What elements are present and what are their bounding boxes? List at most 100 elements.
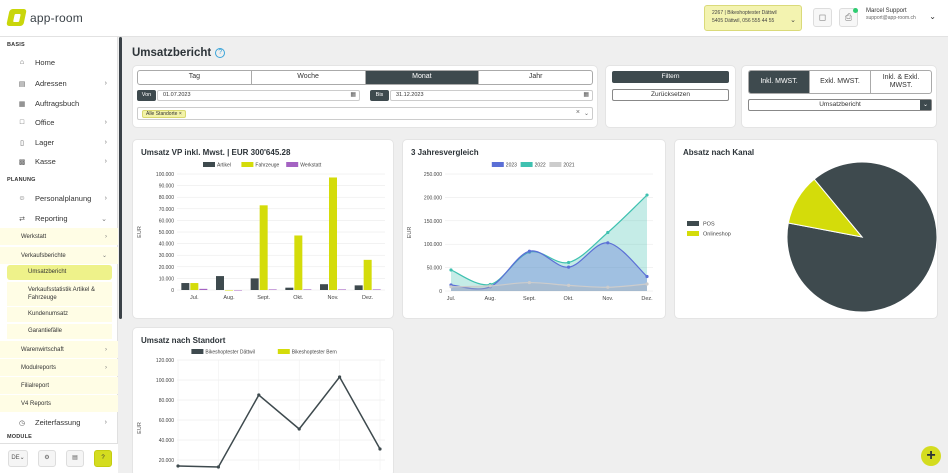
tab-inkl-exkl-mwst[interactable]: Inkl. & Exkl. MWST. <box>870 71 931 93</box>
help-button[interactable]: ? <box>94 450 112 467</box>
y-tick-label: 60.000 <box>159 418 175 424</box>
tab-monat[interactable]: Monat <box>364 71 479 84</box>
filter-button[interactable]: Filtern <box>612 71 729 83</box>
tab-exkl-mwst[interactable]: Exkl. MWST. <box>809 71 870 93</box>
clear-icon[interactable]: × <box>575 109 580 116</box>
y-tick-label: 90.000 <box>159 184 175 190</box>
section-planung: PLANUNG <box>7 177 36 183</box>
reset-button[interactable]: Zurücksetzen <box>612 89 729 101</box>
sidebar-item-label: Personalplanung <box>35 194 92 203</box>
language-select[interactable]: DE⌄ <box>8 450 28 467</box>
chart-title: 3 Jahresvergleich <box>411 148 479 157</box>
bar <box>354 285 363 290</box>
printer-button[interactable]: ⎙ <box>839 8 858 27</box>
year-comparison-chart: 2023 2022 2021 0 50.000 100.000 150.000 200.000… <box>407 162 653 302</box>
tab-inkl-mwst[interactable]: Inkl. MWST. <box>749 71 809 93</box>
data-point <box>488 284 492 288</box>
bar <box>320 284 328 290</box>
logo-icon <box>6 9 27 26</box>
chevron-down-icon: ⌄ <box>920 100 931 110</box>
settings-button[interactable]: ⚙ <box>38 450 56 467</box>
sidebar-item-zeiterfassung[interactable]: ◷ Zeiterfassung › <box>0 413 118 432</box>
warehouse-icon: ▯ <box>20 139 24 147</box>
help-circle-icon[interactable]: ? <box>215 48 226 58</box>
sidebar-scrollbar[interactable] <box>119 37 122 319</box>
sidebar-item-office[interactable]: □ Office › <box>0 113 118 132</box>
x-tick-label: Sept. <box>257 295 270 301</box>
legend-label: Fahrzeuge <box>255 163 279 169</box>
bar <box>294 235 303 290</box>
legend-swatch <box>491 162 504 167</box>
user-menu[interactable]: Marcel Support support@app-room.ch ⌄ <box>866 7 940 29</box>
calendar-icon[interactable]: ▦ <box>583 92 589 98</box>
y-tick-label: 150.000 <box>424 219 442 225</box>
sidebar-item-label: Adressen <box>35 79 67 88</box>
add-button[interactable]: + <box>921 446 941 466</box>
y-tick-label: 0 <box>171 288 174 294</box>
sidebar-item-kasse[interactable]: ▩ Kasse › <box>0 152 118 171</box>
sidebar-subitem-warenwirtschaft[interactable]: Warenwirtschaft › <box>0 341 118 358</box>
gear-icon: ⚙ <box>44 455 50 461</box>
sidebar-subitem-v4-reports[interactable]: V4 Reports <box>0 395 118 412</box>
legend-label: Bikeshoptester Bern <box>292 350 337 356</box>
branch-selector[interactable]: 2267 | Bikeshoptester Dättwil 5405 Dättw… <box>704 5 802 31</box>
chat-button[interactable]: ▤ <box>66 450 84 467</box>
calendar-icon[interactable]: ▦ <box>350 92 356 98</box>
tab-jahr[interactable]: Jahr <box>478 71 592 84</box>
data-point <box>378 447 382 451</box>
location-tag[interactable]: Alle Standorte × <box>142 110 186 118</box>
sidebar-item-home[interactable]: ⌂ Home <box>0 53 118 72</box>
y-tick-label: 20.000 <box>159 458 175 464</box>
area-fill <box>451 282 647 291</box>
sidebar-subitem-kundenumsatz[interactable]: Kundenumsatz <box>7 307 112 322</box>
sidebar-subitem-label: Filialreport <box>21 382 50 389</box>
sidebar-subitem-modulreports[interactable]: Modulreports › <box>0 359 118 376</box>
tag-remove-icon[interactable]: × <box>178 111 182 117</box>
from-date-input[interactable]: 01.07.2023 ▦ <box>157 90 360 101</box>
legend-swatch <box>191 349 204 354</box>
bar <box>259 205 268 290</box>
sidebar-item-personalplanung[interactable]: ☺ Personalplanung › <box>0 189 118 208</box>
sidebar-subitem-garantiefaelle[interactable]: Garantiefälle <box>7 324 112 339</box>
sidebar-item-auftragsbuch[interactable]: ▦ Auftragsbuch <box>0 94 118 113</box>
chevron-down-icon: ⌄ <box>929 12 936 21</box>
top-bar: app‑room 2267 | Bikeshoptester Dättwil 5… <box>0 0 948 37</box>
chevron-right-icon: › <box>104 195 107 202</box>
legend-label: 2021 <box>563 163 574 169</box>
sidebar-subitem-filialreport[interactable]: Filialreport <box>0 377 118 394</box>
user-name: Marcel Support <box>866 8 907 14</box>
address-book-icon: ▤ <box>18 80 26 88</box>
sidebar-item-reporting[interactable]: ⇄ Reporting ⌄ <box>0 209 118 228</box>
data-point <box>449 285 453 289</box>
sidebar-item-adressen[interactable]: ▤ Adressen › <box>0 74 118 93</box>
sidebar-item-label: Home <box>35 58 56 67</box>
report-select[interactable]: Umsatzbericht ⌄ <box>748 99 932 111</box>
tab-woche[interactable]: Woche <box>250 71 365 84</box>
sidebar-item-label: Office <box>35 118 55 127</box>
sidebar-subitem-verkaufsstatistik[interactable]: Verkaufsstatistik Artikel & Fahrzeuge <box>7 282 112 306</box>
sidebar-item-lager[interactable]: ▯ Lager › <box>0 133 118 152</box>
bar <box>338 289 346 290</box>
sidebar-subitem-umsatzbericht[interactable]: Umsatzbericht <box>7 265 112 280</box>
x-tick-label: Dez. <box>362 295 374 301</box>
x-tick-label: Okt. <box>564 296 575 302</box>
notifications-button[interactable]: ◻ <box>813 8 832 27</box>
chevron-down-icon[interactable]: ⌄ <box>583 111 589 117</box>
filter-card: Tag Woche Monat Jahr Von 01.07.2023 ▦ Bi… <box>132 65 598 128</box>
bar <box>372 289 381 290</box>
sidebar-subitem-werkstatt[interactable]: Werkstatt › <box>0 228 118 245</box>
app-logo[interactable]: app‑room <box>6 9 83 26</box>
sidebar-subitem-verkaufsberichte[interactable]: Verkaufsberichte ⌄ <box>0 247 118 264</box>
y-tick-label: 60.000 <box>159 218 175 224</box>
legend-label: POS <box>703 222 715 228</box>
bell-icon: ◻ <box>818 12 827 22</box>
location-line-chart: Bikeshoptester Dättwil Bikeshoptester Ber… <box>137 349 385 470</box>
calendar-icon: ▦ <box>18 100 26 108</box>
to-date-input[interactable]: 31.12.2023 ▦ <box>390 90 593 101</box>
swap-icon: ⇄ <box>19 215 25 223</box>
plus-icon: + <box>926 447 936 464</box>
tab-tag[interactable]: Tag <box>188 73 201 81</box>
chevron-right-icon: › <box>104 419 107 426</box>
printer-icon: ⎙ <box>844 12 853 22</box>
location-select[interactable]: Alle Standorte × × ⌄ <box>137 107 593 120</box>
